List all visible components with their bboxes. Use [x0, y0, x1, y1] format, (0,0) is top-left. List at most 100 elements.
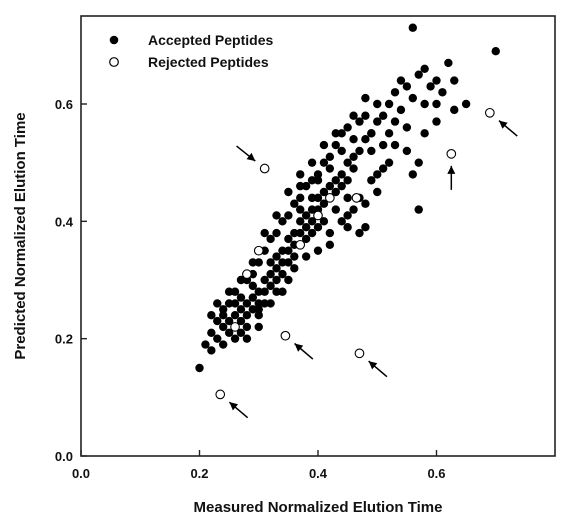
x-tick-label: 0.0 — [72, 466, 90, 481]
accepted-point — [236, 275, 246, 285]
accepted-point — [349, 205, 358, 214]
accepted-point — [272, 287, 281, 296]
arrow-head — [368, 361, 378, 370]
accepted-point — [390, 117, 400, 126]
accepted-point — [373, 99, 382, 109]
accepted-point — [296, 228, 305, 238]
accepted-point — [201, 340, 210, 349]
accepted-point — [420, 99, 429, 109]
accepted-point — [195, 363, 204, 373]
accepted-point — [325, 152, 335, 161]
accepted-point — [307, 158, 317, 167]
accepted-point — [355, 117, 364, 126]
accepted-point — [408, 93, 417, 103]
accepted-point — [313, 223, 323, 232]
accepted-point — [301, 223, 311, 232]
accepted-point — [266, 269, 275, 279]
accepted-point — [207, 311, 216, 320]
accepted-point — [325, 228, 335, 238]
accepted-point — [278, 269, 287, 279]
accepted-point — [378, 140, 388, 150]
accepted-point — [355, 228, 364, 238]
accepted-point — [384, 129, 394, 138]
accepted-point — [272, 228, 281, 238]
y-tick-label: 0.6 — [55, 97, 73, 112]
accepted-point — [207, 346, 216, 355]
accepted-point — [361, 135, 370, 144]
accepted-point — [491, 47, 500, 56]
accepted-point — [319, 187, 329, 197]
accepted-point — [408, 170, 417, 179]
x-tick-label: 0.2 — [190, 466, 208, 481]
accepted-point — [301, 234, 311, 244]
accepted-point — [331, 140, 340, 150]
rejected-point — [215, 389, 226, 400]
accepted-point — [284, 246, 293, 255]
accepted-point — [290, 264, 299, 273]
accepted-point — [242, 311, 252, 320]
accepted-point — [337, 146, 346, 156]
rejected-point — [313, 210, 323, 221]
y-axis-title: Predicted Normalized Elution Time — [12, 112, 29, 359]
accepted-point — [230, 287, 240, 296]
accepted-point — [290, 228, 299, 238]
rejected-point — [354, 348, 365, 359]
accepted-point — [254, 305, 263, 314]
accepted-point — [219, 305, 228, 314]
accepted-point — [272, 275, 281, 285]
accepted-point — [260, 275, 269, 285]
accepted-point — [266, 258, 275, 267]
accepted-point — [307, 176, 317, 185]
accepted-point — [213, 334, 222, 343]
accepted-point — [260, 228, 269, 238]
accepted-point — [450, 105, 459, 115]
accepted-point — [284, 275, 293, 285]
accepted-point — [236, 316, 246, 326]
accepted-point — [432, 99, 441, 109]
accepted-point — [337, 129, 346, 138]
accepted-point — [402, 82, 412, 91]
arrow-head — [447, 165, 456, 174]
accepted-point — [343, 193, 352, 203]
legend: Accepted Peptides Rejected Peptides — [109, 32, 273, 70]
accepted-point — [313, 246, 323, 255]
accepted-point — [230, 334, 240, 343]
accepted-point — [254, 299, 263, 308]
accepted-point — [355, 146, 364, 156]
accepted-point — [396, 105, 406, 115]
accepted-point — [266, 299, 275, 308]
accepted-point — [296, 217, 305, 226]
accepted-point — [373, 170, 382, 179]
legend-marker-accepted — [109, 35, 119, 45]
accepted-point — [414, 70, 423, 79]
accepted-point — [444, 58, 453, 68]
accepted-point — [284, 187, 293, 197]
x-tick-label: 0.4 — [309, 466, 328, 481]
accepted-point — [414, 158, 423, 167]
accepted-point — [396, 76, 406, 85]
accepted-point — [284, 211, 293, 220]
accepted-point — [361, 223, 370, 232]
accepted-point — [349, 164, 358, 173]
x-axis-title: Measured Normalized Elution Time — [194, 499, 443, 516]
accepted-point — [461, 99, 471, 109]
accepted-point — [254, 322, 263, 332]
accepted-point — [343, 211, 352, 220]
accepted-point — [343, 176, 352, 185]
accepted-point — [367, 176, 376, 185]
accepted-point — [278, 246, 287, 255]
accepted-point — [254, 311, 263, 320]
accepted-point — [278, 217, 287, 226]
accepted-point — [242, 299, 252, 308]
accepted-point — [278, 258, 287, 267]
accepted-point — [319, 217, 329, 226]
accepted-point — [224, 328, 234, 337]
rejected-point — [259, 163, 270, 174]
y-tick-label: 0.4 — [55, 214, 74, 229]
accepted-point — [450, 76, 459, 85]
accepted-point — [242, 322, 252, 332]
accepted-point — [307, 193, 317, 203]
arrow-head — [246, 152, 256, 162]
accepted-point — [301, 181, 311, 191]
accepted-point — [343, 223, 352, 232]
